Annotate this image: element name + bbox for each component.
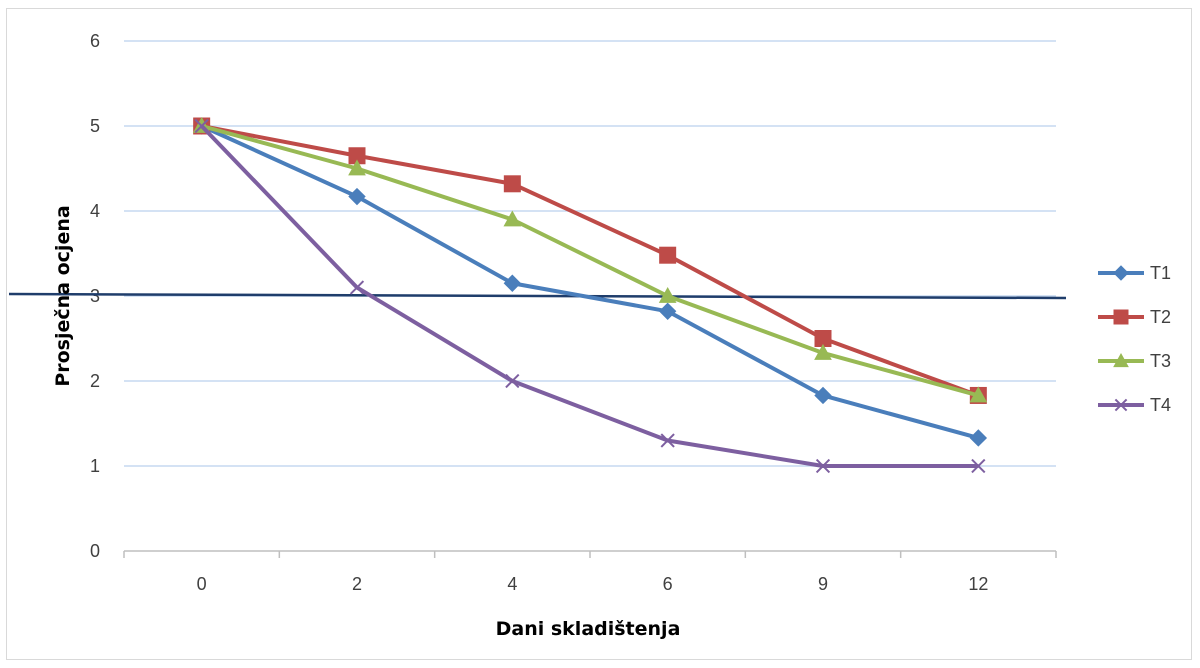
data-point — [814, 343, 832, 360]
data-point — [969, 386, 988, 403]
x-tick-label: 2 — [352, 574, 362, 594]
data-point — [348, 159, 366, 176]
x-tick-label: 12 — [968, 574, 988, 594]
y-axis-ticks: 0 1 2 3 4 5 6 — [90, 31, 100, 561]
data-point — [814, 386, 832, 405]
data-point — [349, 280, 365, 295]
y-tick-label: 2 — [90, 371, 100, 391]
x-axis-title: Dani skladištenja — [496, 618, 681, 640]
x-axis — [123, 550, 1057, 558]
data-point — [815, 458, 831, 474]
x-tick-label: 6 — [663, 574, 673, 594]
legend-item-t1: T1 — [1098, 263, 1171, 283]
data-point — [660, 433, 675, 448]
series-t1 — [192, 117, 988, 447]
data-point — [505, 373, 520, 389]
series-line — [200, 124, 979, 468]
x-tick-label: 9 — [818, 574, 828, 594]
gridlines — [124, 40, 1056, 467]
legend: T1 T2 T3 T4 — [1098, 263, 1171, 415]
legend-label: T4 — [1150, 395, 1171, 415]
series-t3 — [192, 116, 988, 403]
series-line — [201, 124, 979, 398]
data-point — [348, 187, 366, 206]
data-point — [503, 175, 521, 193]
y-tick-label: 1 — [90, 456, 100, 476]
legend-item-t2: T2 — [1098, 307, 1171, 327]
y-tick-label: 5 — [90, 116, 100, 136]
data-point — [971, 458, 986, 474]
series-t4 — [194, 118, 986, 474]
y-tick-label: 6 — [90, 31, 100, 51]
data-point — [1114, 398, 1128, 412]
y-tick-label: 4 — [90, 201, 100, 221]
y-axis-title: Prosječna ocjena — [52, 205, 74, 386]
x-tick-label: 4 — [507, 574, 517, 594]
series-line — [201, 124, 980, 398]
x-axis-ticks: 0 2 4 6 9 12 — [197, 574, 989, 594]
data-point — [503, 274, 522, 292]
legend-label: T3 — [1150, 351, 1171, 371]
series-group — [192, 116, 988, 474]
data-point — [969, 429, 988, 447]
legend-label: T1 — [1150, 263, 1171, 283]
data-point — [659, 246, 677, 264]
data-point — [194, 118, 209, 134]
data-point — [1113, 265, 1129, 281]
data-point — [1113, 352, 1129, 368]
legend-item-t3: T3 — [1098, 351, 1171, 371]
reference-line-group — [8, 292, 1067, 300]
x-tick-label: 0 — [197, 574, 207, 594]
legend-label: T2 — [1150, 307, 1171, 327]
legend-item-t4: T4 — [1098, 395, 1171, 415]
series-line — [200, 124, 979, 440]
data-point — [1113, 309, 1129, 325]
series-t2 — [193, 117, 987, 404]
data-point — [658, 302, 677, 321]
reference-line — [8, 292, 1067, 300]
data-point — [503, 210, 522, 227]
y-tick-label: 3 — [90, 286, 100, 306]
data-point — [658, 286, 677, 303]
y-tick-label: 0 — [90, 541, 100, 561]
